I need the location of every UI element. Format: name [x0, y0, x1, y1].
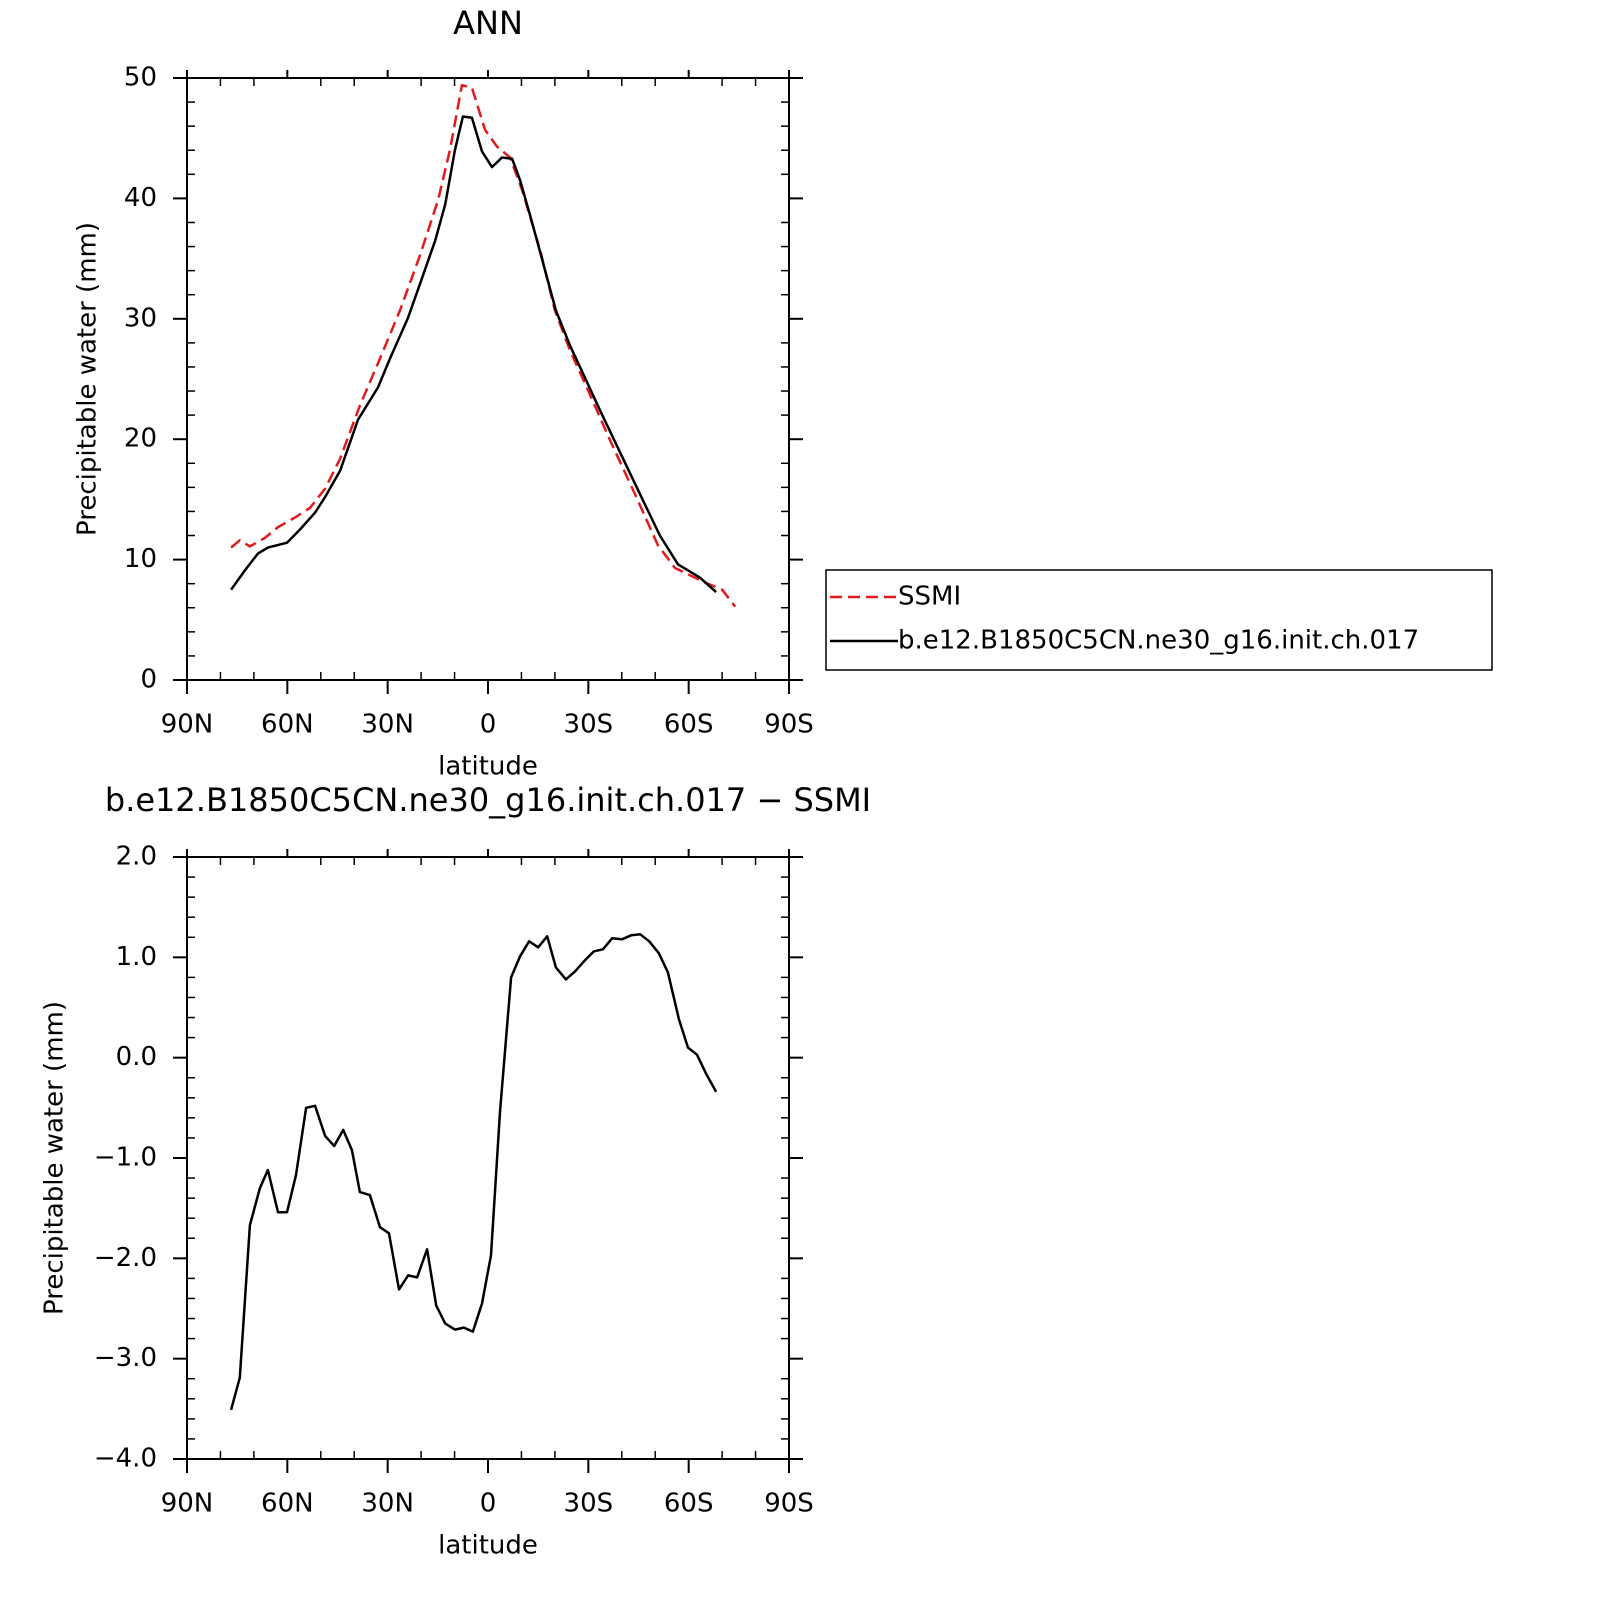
x-tick-label: 0	[480, 710, 497, 740]
y-tick-label: 0.0	[116, 1042, 157, 1072]
y-axis-label: Precipitable water (mm)	[40, 1001, 70, 1315]
plot-frame	[186, 856, 790, 1460]
x-axis-label: latitude	[438, 1531, 538, 1561]
x-tick-label: 30N	[361, 1489, 414, 1519]
x-tick-label: 90S	[764, 1489, 814, 1519]
x-tick-label: 30S	[564, 1489, 614, 1519]
y-axis-label: Precipitable water (mm)	[73, 222, 103, 536]
x-tick-label: 90N	[161, 710, 214, 740]
y-tick-label: −3.0	[94, 1343, 157, 1373]
chart-title: b.e12.B1850C5CN.ne30_g16.init.ch.017 − S…	[105, 781, 871, 819]
legend-label: b.e12.B1850C5CN.ne30_g16.init.ch.017	[898, 626, 1419, 656]
data-line	[230, 83, 737, 608]
y-tick-label: 20	[124, 424, 157, 454]
x-tick-label: 60N	[261, 710, 314, 740]
x-tick-label: 90N	[161, 1489, 214, 1519]
y-tick-label: 2.0	[116, 842, 157, 872]
legend-box	[825, 569, 1493, 671]
x-tick-label: 30S	[564, 710, 614, 740]
x-tick-label: 90S	[764, 710, 814, 740]
y-tick-label: −4.0	[94, 1444, 157, 1474]
data-line	[229, 933, 718, 1411]
y-tick-label: −2.0	[94, 1243, 157, 1273]
x-tick-label: 30N	[361, 710, 414, 740]
y-tick-label: 0	[140, 665, 157, 695]
y-tick-label: 1.0	[116, 942, 157, 972]
plot-frame	[186, 77, 790, 681]
x-axis-label: latitude	[438, 752, 538, 782]
legend-label: SSMI	[898, 582, 961, 612]
x-tick-label: 60S	[664, 710, 714, 740]
x-tick-label: 60N	[261, 1489, 314, 1519]
data-line	[230, 115, 717, 594]
chart-title: ANN	[453, 4, 523, 42]
y-tick-label: 50	[124, 63, 157, 93]
x-tick-label: 0	[480, 1489, 497, 1519]
y-tick-label: 10	[124, 544, 157, 574]
y-tick-label: 40	[124, 183, 157, 213]
y-tick-label: 30	[124, 303, 157, 333]
y-tick-label: −1.0	[94, 1143, 157, 1173]
x-tick-label: 60S	[664, 1489, 714, 1519]
